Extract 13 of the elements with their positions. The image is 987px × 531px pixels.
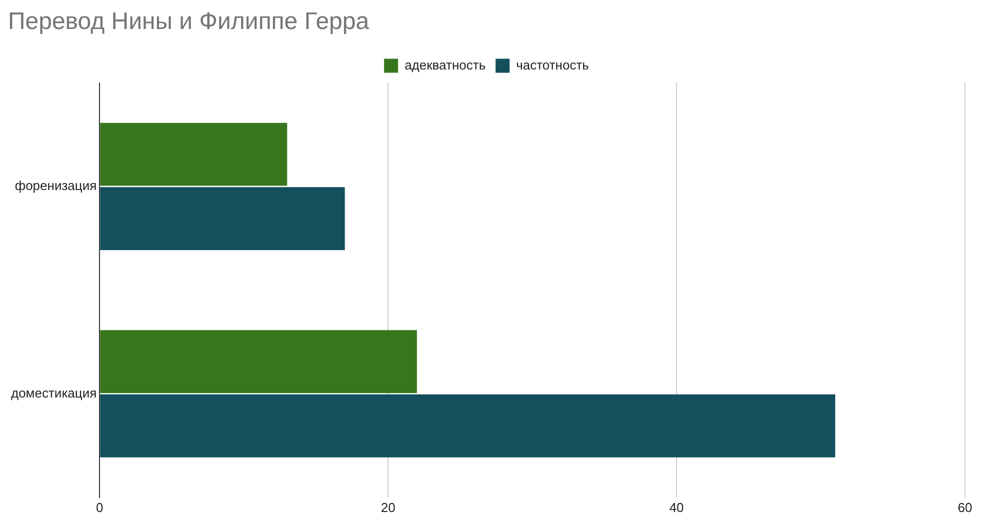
- bar: [100, 122, 288, 186]
- y-tick-label: форенизация: [14, 178, 97, 194]
- bar: [100, 187, 345, 250]
- bar: [100, 394, 836, 458]
- x-tick-label: 40: [669, 500, 684, 515]
- legend-label: частотность: [516, 57, 590, 72]
- x-tick-label: 60: [958, 500, 972, 515]
- y-tick-label: доместикация: [10, 385, 97, 400]
- chart-title: Перевод Нины и Филиппе Герра: [8, 8, 370, 36]
- x-tick-label: 0: [96, 500, 104, 515]
- legend-label: адекватность: [404, 57, 486, 72]
- x-tick-label: 20: [380, 500, 396, 515]
- bar: [100, 330, 417, 394]
